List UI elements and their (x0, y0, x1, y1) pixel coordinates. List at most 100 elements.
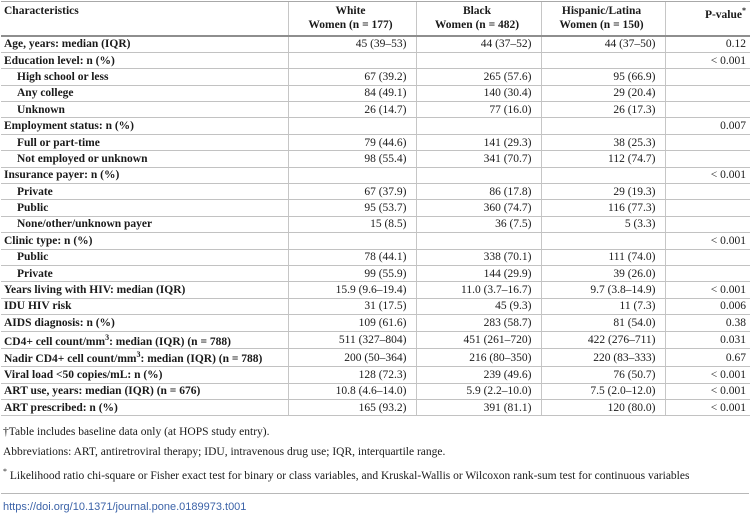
cell-black-women: 5.9 (2.2–10.0) (415, 383, 541, 400)
cell-pvalue (664, 183, 750, 201)
header-black-line1: Black (462, 5, 492, 17)
table-body: Age, years: median (IQR) 45 (39–53) 44 (37… (1, 36, 750, 417)
cell-pvalue (664, 199, 750, 217)
row-label: Years living with HIV: median (IQR) (1, 281, 288, 299)
cell-white-women: 79 (44.6) (287, 134, 416, 152)
row-label: Private (1, 265, 288, 283)
cell-hispanic-women: 29 (20.4) (540, 85, 665, 103)
cell-pvalue (664, 265, 750, 283)
cell-white-women: 26 (14.7) (287, 101, 416, 119)
cell-black-women: 141 (29.3) (415, 134, 541, 152)
cell-pvalue: 0.12 (664, 36, 750, 53)
header-hispanic-line2: Women (n = 150) (559, 19, 644, 31)
cell-pvalue: 0.67 (664, 348, 750, 368)
cell-hispanic-women (540, 52, 665, 70)
cell-hispanic-women: 11 (7.3) (540, 298, 665, 316)
header-hispanic-women: Hispanic/Latina Women (n = 150) (540, 1, 665, 37)
row-label: Any college (1, 85, 288, 103)
header-white-line1: White (335, 5, 366, 17)
row-label: Age, years: median (IQR) (1, 36, 288, 53)
row-label: Private (1, 183, 288, 201)
row-label: Not employed or unknown (1, 150, 288, 168)
table-row: Private 99 (55.9) 144 (29.9) 39 (26.0) (1, 265, 750, 283)
cell-black-women: 45 (9.3) (415, 298, 541, 316)
cell-pvalue: < 0.001 (664, 167, 750, 185)
table-footnotes: †Table includes baseline data only (at H… (3, 425, 750, 483)
cell-pvalue: < 0.001 (664, 383, 750, 400)
table-row: Years living with HIV: median (IQR) 15.9 … (1, 281, 750, 299)
cell-hispanic-women: 29 (19.3) (540, 183, 665, 201)
row-label: IDU HIV risk (1, 298, 288, 316)
cell-pvalue (664, 216, 750, 234)
cell-pvalue (664, 150, 750, 168)
row-label: Insurance payer: n (%) (1, 167, 288, 185)
cell-hispanic-women (540, 232, 665, 250)
cell-white-women (287, 117, 416, 135)
cell-hispanic-women: 38 (25.3) (540, 134, 665, 152)
cell-black-women: 265 (57.6) (415, 68, 541, 86)
table-row: ART prescribed: n (%) 165 (93.2) 391 (81.1… (1, 399, 750, 417)
cell-white-women: 15.9 (9.6–19.4) (287, 281, 416, 299)
header-white-women: White Women (n = 177) (287, 1, 416, 37)
header-black-line2: Women (n = 482) (434, 19, 520, 31)
cell-pvalue: < 0.001 (664, 281, 750, 299)
cell-pvalue (664, 249, 750, 266)
row-label: Education level: n (%) (1, 52, 288, 70)
cell-hispanic-women: 112 (74.7) (540, 150, 665, 168)
table-row: Private 67 (37.9) 86 (17.8) 29 (19.3) (1, 183, 750, 201)
cell-black-women: 77 (16.0) (415, 101, 541, 119)
cell-black-women (415, 52, 541, 70)
doi-link[interactable]: https://doi.org/10.1371/journal.pone.018… (3, 501, 247, 514)
cell-pvalue: 0.007 (664, 117, 750, 135)
cell-hispanic-women: 116 (77.3) (540, 199, 665, 217)
table-row: Viral load <50 copies/mL: n (%) 128 (72.3… (1, 366, 750, 384)
cell-white-women: 67 (37.9) (287, 183, 416, 201)
table-row: CD4+ cell count/mm3: median (IQR) (n = 7… (1, 331, 750, 350)
table-row: High school or less 67 (39.2) 265 (57.6) 95… (1, 68, 750, 86)
cell-hispanic-women: 111 (74.0) (540, 249, 665, 266)
cell-white-women (287, 232, 416, 250)
header-pvalue: P-value* (664, 1, 750, 37)
cell-black-women: 391 (81.1) (415, 399, 541, 417)
row-label: Unknown (1, 101, 288, 119)
cell-hispanic-women: 220 (83–333) (540, 348, 665, 368)
cell-black-women: 283 (58.7) (415, 314, 541, 332)
cell-black-women: 360 (74.7) (415, 199, 541, 217)
cell-white-women (287, 167, 416, 185)
cell-hispanic-women: 9.7 (3.8–14.9) (540, 281, 665, 299)
table-row: Nadir CD4+ cell count/mm3: median (IQR) … (1, 348, 750, 368)
cell-hispanic-women (540, 117, 665, 135)
cell-pvalue (664, 85, 750, 103)
cell-white-women: 128 (72.3) (287, 366, 416, 384)
cell-pvalue (664, 134, 750, 152)
table-row: Public 78 (44.1) 338 (70.1) 111 (74.0) (1, 249, 750, 266)
cell-black-women: 44 (37–52) (415, 36, 541, 53)
table-header: Characteristics White Women (n = 177) Bl… (1, 1, 750, 37)
table-row: Unknown 26 (14.7) 77 (16.0) 26 (17.3) (1, 101, 750, 119)
table-row: Employment status: n (%) 0.007 (1, 117, 750, 135)
cell-white-women: 165 (93.2) (287, 399, 416, 417)
cell-black-women: 140 (30.4) (415, 85, 541, 103)
table-row: Any college 84 (49.1) 140 (30.4) 29 (20.4) (1, 85, 750, 103)
cell-white-women: 200 (50–364) (287, 348, 416, 368)
cell-black-women: 239 (49.6) (415, 366, 541, 384)
row-label: High school or less (1, 68, 288, 86)
table-row: IDU HIV risk 31 (17.5) 45 (9.3) 11 (7.3) 0.0… (1, 298, 750, 316)
cell-hispanic-women: 39 (26.0) (540, 265, 665, 283)
cell-white-women: 10.8 (4.6–14.0) (287, 383, 416, 400)
cell-hispanic-women: 44 (37–50) (540, 36, 665, 53)
cell-black-women (415, 117, 541, 135)
cell-white-women: 511 (327–804) (287, 331, 416, 350)
cell-pvalue (664, 68, 750, 86)
cell-black-women: 144 (29.9) (415, 265, 541, 283)
cell-white-women: 15 (8.5) (287, 216, 416, 234)
cell-hispanic-women: 76 (50.7) (540, 366, 665, 384)
cell-white-women: 31 (17.5) (287, 298, 416, 316)
table-row: None/other/unknown payer 15 (8.5) 36 (7.5)… (1, 216, 750, 234)
cell-hispanic-women (540, 167, 665, 185)
cell-black-women: 36 (7.5) (415, 216, 541, 234)
row-label: ART prescribed: n (%) (1, 399, 288, 417)
cell-white-women: 95 (53.7) (287, 199, 416, 217)
cell-black-women (415, 232, 541, 250)
cell-white-women: 84 (49.1) (287, 85, 416, 103)
